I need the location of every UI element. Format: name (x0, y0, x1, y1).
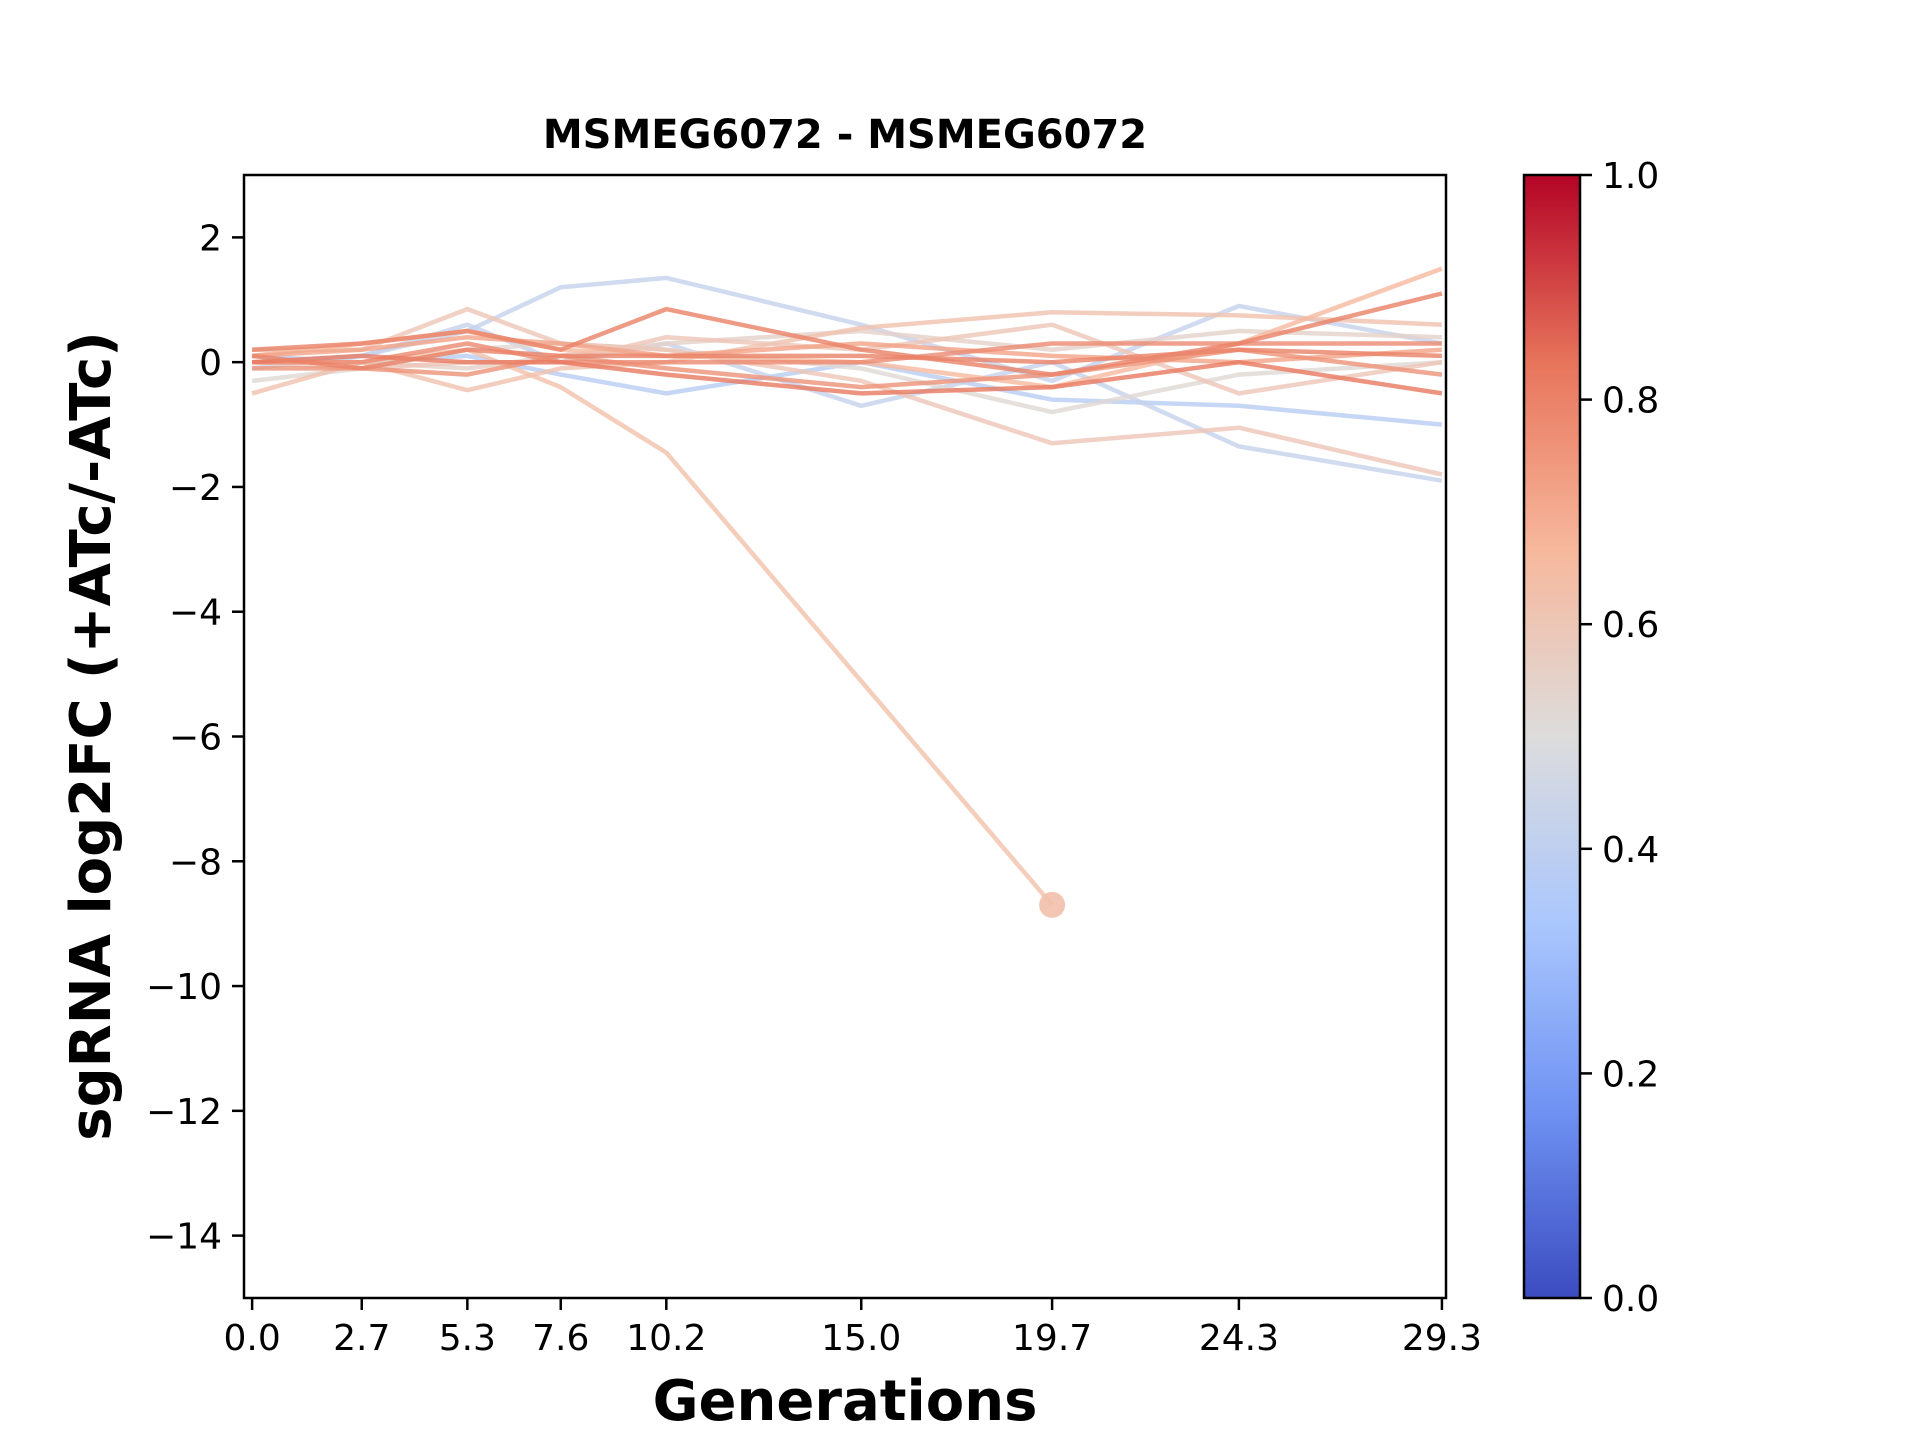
series-layer (251, 266, 1443, 918)
x-tick-label: 0.0 (223, 1318, 280, 1359)
y-tick-label: 0 (199, 343, 222, 384)
x-tick-label: 19.7 (1012, 1318, 1092, 1359)
series-line-12 (252, 347, 1443, 390)
x-axis: 0.0 2.7 5.3 7.6 10.2 15.0 19.7 24.3 29.3 (223, 1298, 1482, 1359)
x-tick-label: 24.3 (1199, 1318, 1279, 1359)
colorbar-tick-label: 0.0 (1602, 1279, 1659, 1320)
x-tick-label: 10.2 (626, 1318, 706, 1359)
x-tick-label: 15.0 (821, 1318, 901, 1359)
series-line-8 (252, 347, 1054, 907)
y-tick-label: −4 (169, 593, 222, 634)
colorbar (1522, 173, 1582, 1300)
y-tick-label: −8 (169, 842, 222, 883)
y-tick-label: 2 (199, 218, 222, 259)
colorbar-tick-label: 1.0 (1602, 156, 1659, 197)
chart-title: MSMEG6072 - MSMEG6072 (543, 112, 1147, 158)
colorbar-axis: 0.0 0.2 0.4 0.6 0.8 1.0 (1580, 156, 1659, 1320)
y-tick-label: −2 (169, 468, 222, 509)
y-tick-label: −14 (146, 1217, 222, 1258)
series-endpoint-marker-8 (1039, 891, 1066, 918)
x-tick-label: 7.6 (532, 1318, 589, 1359)
series-line-16 (251, 347, 1442, 371)
series-line-9 (251, 266, 1443, 390)
x-tick-label: 5.3 (439, 1318, 496, 1359)
colorbar-tick-label: 0.6 (1602, 605, 1659, 646)
x-tick-label: 2.7 (333, 1318, 390, 1359)
series-line-15 (251, 353, 1443, 396)
y-axis: 2 0 −2 −4 −6 −8 −10 −12 −14 (146, 218, 244, 1258)
y-tick-label: −12 (146, 1092, 222, 1133)
x-tick-label: 29.3 (1402, 1318, 1482, 1359)
colorbar-tick-label: 0.8 (1602, 381, 1659, 422)
colorbar-tick-label: 0.2 (1602, 1054, 1659, 1095)
colorbar-tick-label: 0.4 (1602, 830, 1659, 871)
y-axis-label: sgRNA log2FC (+ATc/-ATc) (59, 331, 124, 1141)
y-tick-label: −6 (169, 718, 222, 759)
y-tick-label: −10 (146, 967, 222, 1008)
x-axis-label: Generations (653, 1369, 1038, 1434)
series-line-6 (252, 306, 1443, 477)
